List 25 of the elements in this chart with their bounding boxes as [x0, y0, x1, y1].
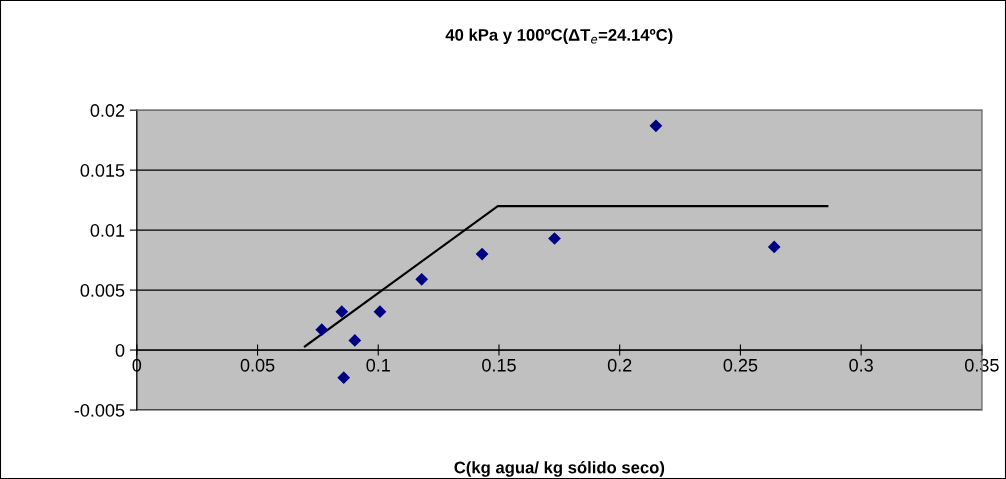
point — [335, 305, 349, 319]
point — [415, 272, 429, 286]
y-tick-label: 0.015 — [80, 164, 125, 177]
point — [315, 323, 329, 337]
point — [649, 119, 663, 133]
y-tick-label: 0 — [115, 343, 125, 357]
x-tick-label: 0.15 — [482, 358, 516, 372]
point — [373, 305, 387, 319]
y-tick-label: 0.01 — [90, 224, 125, 237]
point — [337, 371, 351, 384]
x-tick-label: 0.35 — [964, 358, 999, 372]
y-tick-label: -0.005 — [74, 403, 125, 417]
x-tick-label: 0.25 — [723, 358, 758, 372]
x-axis-title: C(kg agua/ kg sólido seco) — [454, 461, 665, 477]
x-tick-label: 0.05 — [240, 358, 275, 372]
point — [348, 334, 362, 347]
point — [767, 240, 781, 254]
point — [548, 232, 561, 245]
x-tick-label: 0.1 — [366, 358, 390, 372]
point — [475, 247, 489, 261]
x-tick-label: 0.3 — [849, 358, 873, 372]
y-tick-label: 0.02 — [90, 104, 125, 117]
x-tick-label: 0.2 — [607, 358, 632, 372]
chart-title: 40 kPa y 100ºC(ΔT$_{e}$=24.14ºC) — [445, 28, 673, 45]
y-tick-label: 0.005 — [80, 284, 125, 297]
